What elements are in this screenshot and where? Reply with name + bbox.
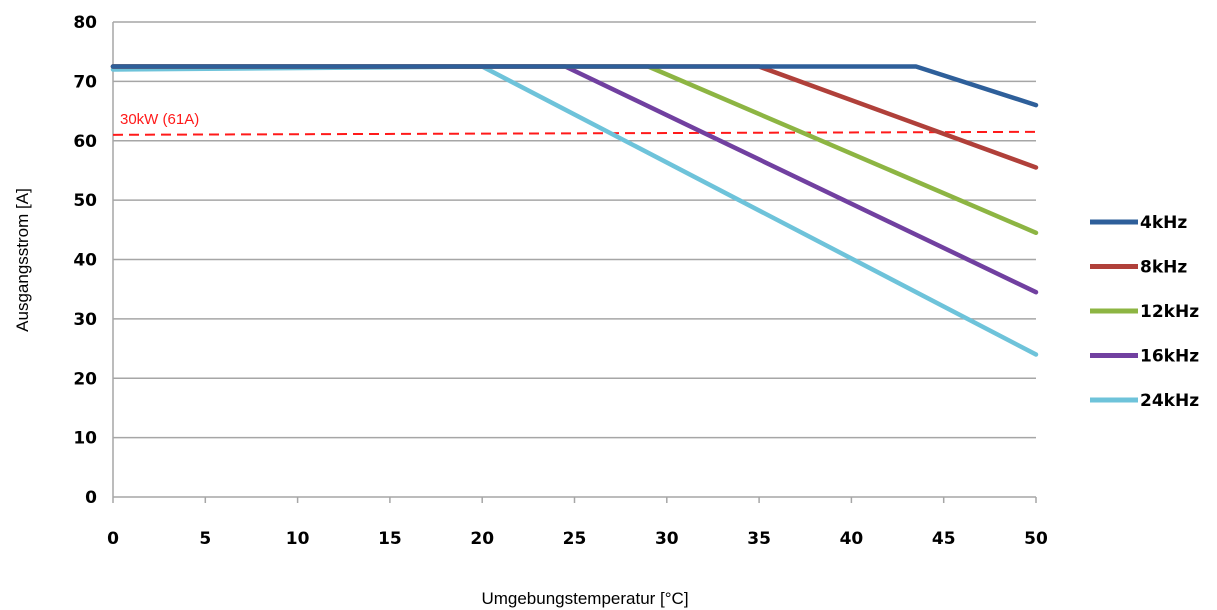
axes bbox=[112, 22, 1037, 503]
x-axis-title: Umgebungstemperatur [°C] bbox=[481, 589, 688, 608]
x-tick-label-40: 40 bbox=[840, 529, 864, 549]
x-tick-label-0: 0 bbox=[107, 529, 119, 549]
reference-line-group bbox=[112, 130, 1037, 136]
y-tick-label-20: 20 bbox=[73, 369, 97, 389]
legend-label-4kHz: 4kHz bbox=[1140, 213, 1187, 233]
grid-lines bbox=[113, 21, 1036, 439]
y-tick-labels: 0 10 20 30 40 50 60 70 80 bbox=[73, 13, 97, 508]
legend-label-12kHz: 12kHz bbox=[1140, 302, 1199, 322]
x-tick-label-5: 5 bbox=[199, 529, 211, 549]
x-tick-label-30: 30 bbox=[655, 529, 679, 549]
y-tick-label-0: 0 bbox=[85, 488, 97, 508]
series-line-16kHz bbox=[110, 64, 1039, 295]
x-tick-label-45: 45 bbox=[932, 529, 956, 549]
y-tick-label-80: 80 bbox=[73, 13, 97, 33]
x-tick-label-50: 50 bbox=[1024, 529, 1048, 549]
series-line-24kHz bbox=[110, 64, 1039, 357]
legend-label-16kHz: 16kHz bbox=[1140, 347, 1199, 367]
series-lines bbox=[110, 64, 1039, 357]
y-tick-label-40: 40 bbox=[73, 251, 97, 271]
x-tick-label-20: 20 bbox=[470, 529, 494, 549]
legend-label-24kHz: 24kHz bbox=[1140, 391, 1199, 411]
y-tick-label-70: 70 bbox=[73, 72, 97, 92]
reference-line-label: 30kW (61A) bbox=[120, 111, 199, 128]
legend-label-8kHz: 8kHz bbox=[1140, 258, 1187, 278]
x-tick-label-35: 35 bbox=[747, 529, 771, 549]
y-tick-label-10: 10 bbox=[73, 429, 97, 449]
y-tick-label-50: 50 bbox=[73, 191, 97, 211]
x-tick-label-15: 15 bbox=[378, 529, 402, 549]
y-tick-label-60: 60 bbox=[73, 132, 97, 152]
y-axis-title: Ausgangsstrom [A] bbox=[13, 188, 32, 332]
series-line-12kHz bbox=[110, 64, 1039, 236]
x-tick-label-25: 25 bbox=[563, 529, 587, 549]
series-line-4kHz bbox=[110, 64, 1039, 108]
x-tick-labels: 0 5 10 15 20 25 30 35 40 45 50 bbox=[107, 529, 1048, 549]
legend: 4kHz 8kHz 12kHz 16kHz 24kHz bbox=[1090, 213, 1199, 411]
reference-line bbox=[112, 130, 1037, 136]
y-tick-label-30: 30 bbox=[73, 310, 97, 330]
x-tick-label-10: 10 bbox=[286, 529, 310, 549]
